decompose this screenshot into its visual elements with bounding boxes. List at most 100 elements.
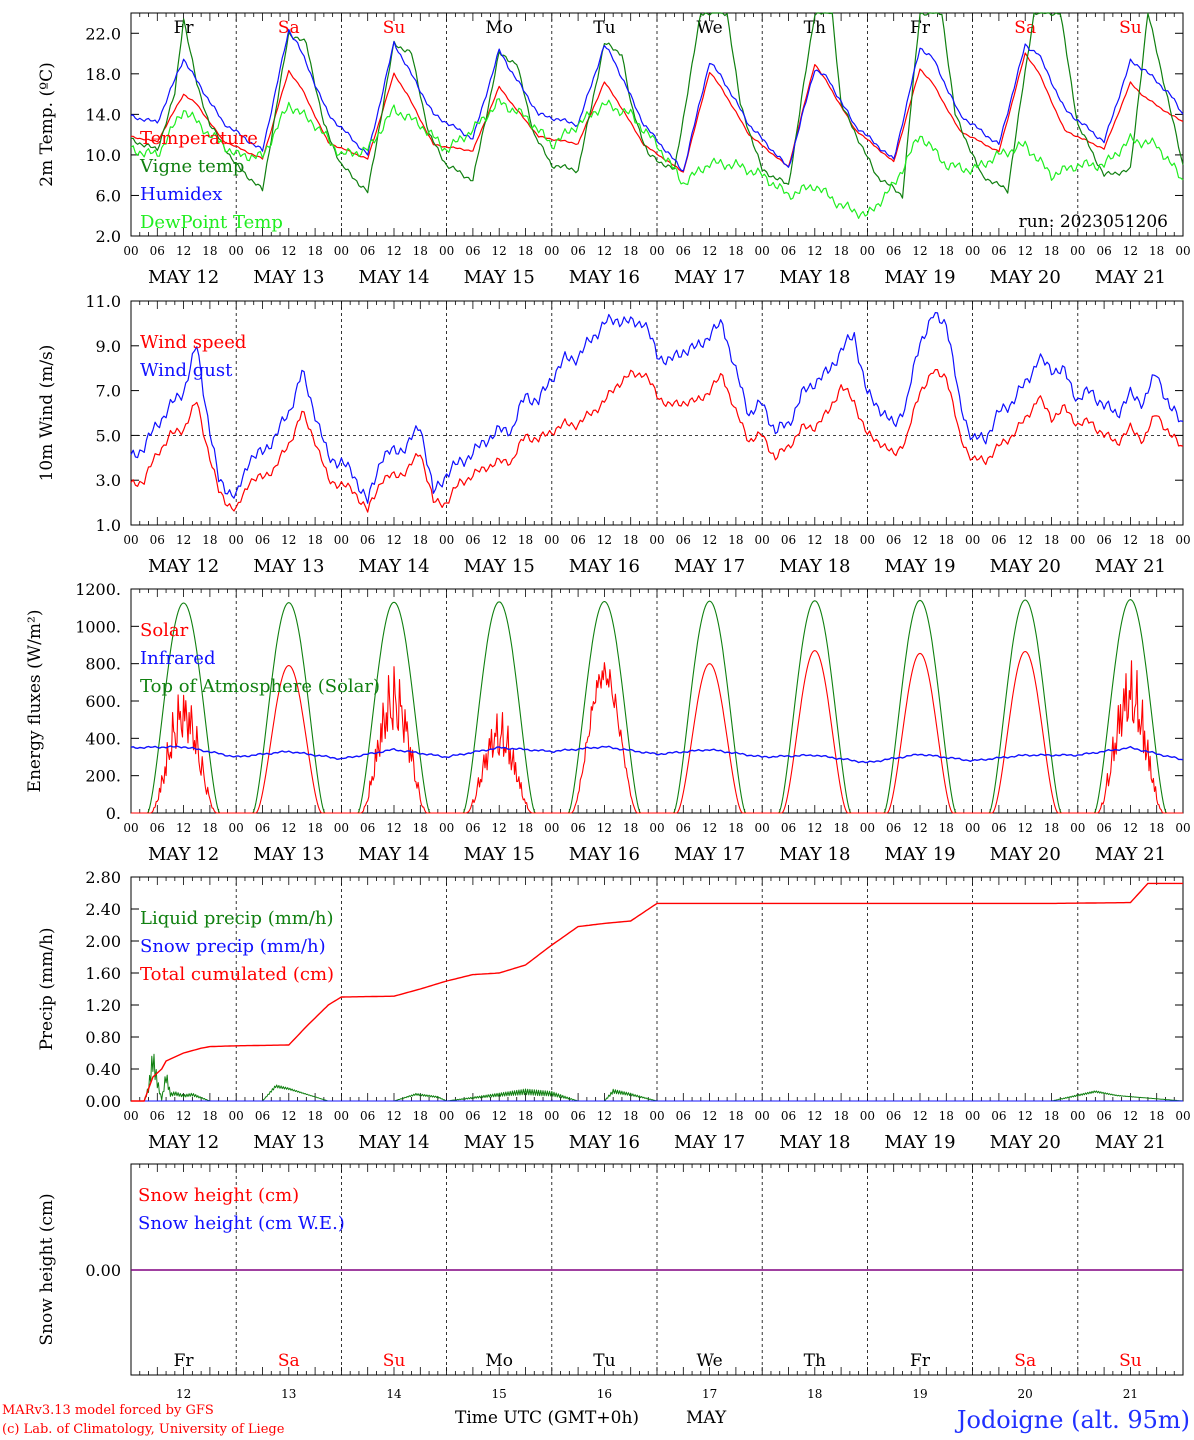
hour-tick-label: 00 (965, 244, 980, 258)
y-axis-label: Precip (mm/h) (37, 927, 57, 1050)
hour-tick-label: 06 (465, 1109, 480, 1123)
hour-tick-label: 18 (202, 244, 217, 258)
date-label: MAY 18 (779, 1132, 850, 1153)
day-number-label: 12 (176, 1387, 191, 1401)
day-number-label: 14 (386, 1387, 402, 1401)
hour-tick-label: 18 (939, 1109, 954, 1123)
hour-tick-label: 00 (965, 533, 980, 547)
hour-tick-label: 06 (886, 533, 901, 547)
hour-tick-label: 06 (1096, 244, 1111, 258)
hour-tick-label: 00 (860, 533, 875, 547)
hour-tick-label: 06 (991, 533, 1006, 547)
hour-tick-label: 12 (1018, 533, 1033, 547)
weekday-label: Fr (174, 18, 195, 38)
date-label: MAY 15 (464, 1132, 535, 1153)
hour-tick-label: 18 (202, 1109, 217, 1123)
hour-tick-label: 12 (176, 1109, 191, 1123)
y-axis-label: 10m Wind (m/s) (37, 345, 57, 482)
hour-tick-label: 18 (939, 533, 954, 547)
y-axis-label: 2m Temp. (ºC) (37, 62, 57, 187)
hour-tick-label: 06 (991, 1109, 1006, 1123)
hour-tick-label: 06 (255, 821, 270, 835)
hour-tick-label: 06 (781, 821, 796, 835)
hour-tick-label: 06 (676, 821, 691, 835)
hour-tick-label: 12 (807, 821, 822, 835)
hour-tick-label: 12 (386, 533, 401, 547)
hour-tick-label: 00 (334, 533, 349, 547)
legend-entry: DewPoint Temp (140, 212, 283, 233)
y-tick-label: 2.40 (85, 900, 121, 919)
date-label: MAY 17 (674, 844, 745, 865)
date-label: MAY 19 (884, 1132, 955, 1153)
hour-tick-label: 06 (150, 244, 165, 258)
hour-tick-label: 18 (1149, 533, 1164, 547)
hour-tick-label: 00 (544, 244, 559, 258)
y-tick-label: 0.40 (85, 1060, 121, 1079)
hour-tick-label: 12 (281, 1109, 296, 1123)
hour-tick-label: 06 (781, 533, 796, 547)
weekday-label: Fr (910, 18, 931, 38)
hour-tick-label: 06 (570, 533, 585, 547)
weekday-label: Su (1119, 1351, 1142, 1371)
series-line (130, 12, 1184, 199)
hour-tick-label: 18 (623, 533, 638, 547)
hour-tick-label: 12 (176, 533, 191, 547)
hour-tick-label: 00 (1070, 1109, 1085, 1123)
legend-entry: Solar (140, 620, 189, 641)
lab-credit: (c) Lab. of Climatology, University of L… (2, 1422, 285, 1437)
hour-tick-label: 12 (1123, 821, 1138, 835)
hour-tick-label: 00 (229, 533, 244, 547)
hour-tick-label: 18 (833, 533, 848, 547)
model-credit: MARv3.13 model forced by GFS (2, 1403, 214, 1418)
hour-tick-label: 00 (1175, 533, 1190, 547)
panel-5: 0.00 Snow height (cm) Snow height (cm) Snow… (37, 1163, 1184, 1401)
hour-tick-label: 00 (755, 244, 770, 258)
hour-tick-label: 06 (150, 1109, 165, 1123)
hour-tick-label: 00 (860, 1109, 875, 1123)
legend-entry: Wind gust (140, 360, 233, 381)
hour-tick-label: 18 (1149, 1109, 1164, 1123)
date-label: MAY 18 (779, 267, 850, 288)
hour-tick-label: 12 (702, 1109, 717, 1123)
hour-tick-label: 12 (492, 1109, 507, 1123)
hour-tick-label: 06 (1096, 821, 1111, 835)
date-label: MAY 17 (674, 1132, 745, 1153)
hour-tick-label: 00 (334, 1109, 349, 1123)
weekday-label: Su (383, 18, 406, 38)
legend-entry: Liquid precip (mm/h) (140, 908, 334, 929)
y-tick-label: 2.0 (96, 227, 121, 246)
x-axis-month: MAY (686, 1408, 727, 1428)
weekday-label: Th (804, 1351, 826, 1371)
y-tick-label: 0. (106, 804, 121, 823)
hour-tick-label: 12 (1018, 821, 1033, 835)
series-line (130, 28, 1184, 172)
hour-tick-label: 12 (1018, 244, 1033, 258)
y-tick-label: 0.80 (85, 1028, 121, 1047)
series-line (130, 98, 1184, 219)
date-label: MAY 17 (674, 556, 745, 577)
y-tick-label: 1.0 (96, 516, 121, 535)
y-tick-label: 1.20 (85, 996, 121, 1015)
y-tick-label: 600. (85, 692, 121, 711)
weekday-label: Su (383, 1351, 406, 1371)
series-line (130, 312, 1184, 504)
hour-tick-label: 06 (465, 821, 480, 835)
hour-tick-label: 06 (360, 821, 375, 835)
day-number-label: 18 (807, 1387, 822, 1401)
date-label: MAY 20 (990, 844, 1061, 865)
x-axis-title: Time UTC (GMT+0h) (455, 1408, 639, 1428)
run-label: run: 2023051206 (1019, 212, 1168, 232)
hour-tick-label: 00 (1070, 821, 1085, 835)
hour-tick-label: 12 (176, 244, 191, 258)
hour-tick-label: 00 (439, 533, 454, 547)
y-tick-label: 400. (85, 729, 121, 748)
y-tick-label: 800. (85, 655, 121, 674)
series-line (131, 882, 1183, 1102)
date-label: MAY 14 (358, 1132, 429, 1153)
hour-tick-label: 06 (255, 1109, 270, 1123)
hour-tick-label: 18 (518, 244, 533, 258)
panel-frame (130, 588, 1184, 814)
hour-tick-label: 00 (860, 244, 875, 258)
hour-tick-label: 12 (386, 1109, 401, 1123)
hour-tick-label: 18 (518, 533, 533, 547)
